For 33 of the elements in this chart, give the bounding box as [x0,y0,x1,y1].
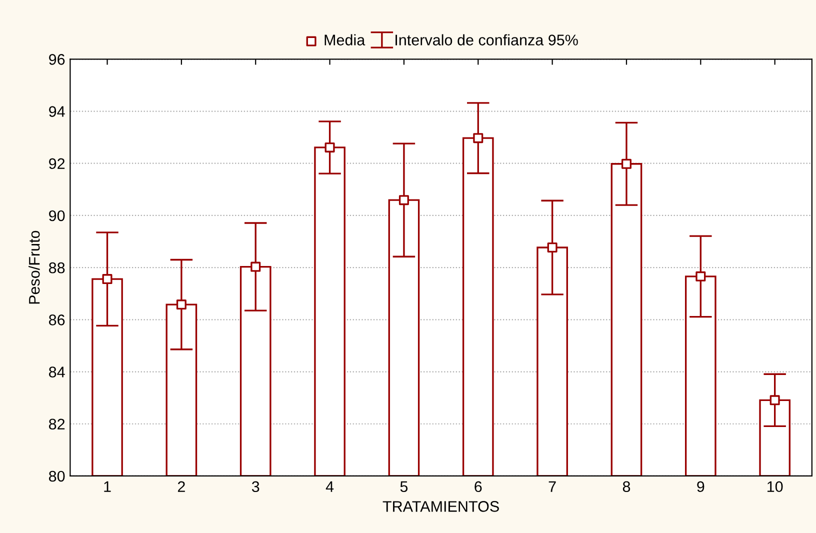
x-tick-label: 1 [104,481,111,492]
point [547,242,558,253]
point [324,142,335,152]
point [102,274,112,284]
point [176,300,186,310]
legend-label: Media [324,34,366,46]
x-tick-label: 3 [252,481,260,492]
point [398,195,409,206]
x-axis-title: TRATAMIENTOS [382,501,499,512]
y-tick-label: 80 [48,470,65,482]
x-tick-label: 6 [474,481,482,492]
x-tick-label: 4 [326,481,334,492]
x-tick-label: 9 [697,481,704,492]
y-tick-label: 86 [48,314,65,326]
point [770,395,780,406]
y-tick-label: 90 [49,210,65,222]
point [696,271,706,282]
x-tick-label: 7 [548,481,556,492]
y-tick-label: 84 [48,366,65,378]
y-tick-label: 96 [49,54,65,65]
x-tick-label: 8 [622,481,630,492]
x-tick-label: 5 [400,481,408,492]
point [250,262,261,272]
x-tick-label: 2 [178,481,185,492]
y-tick-label: 92 [49,158,65,170]
point [473,133,484,144]
point [621,158,632,169]
text: Intervalo de confianza 95% [396,34,578,46]
y-tick-label: 94 [49,106,65,117]
x-tick-label: 10 [768,481,783,492]
y-tick-label: 82 [48,418,65,430]
y-tick-label: 88 [48,262,65,274]
y-axis-title: Peso/Fruto [28,230,40,304]
